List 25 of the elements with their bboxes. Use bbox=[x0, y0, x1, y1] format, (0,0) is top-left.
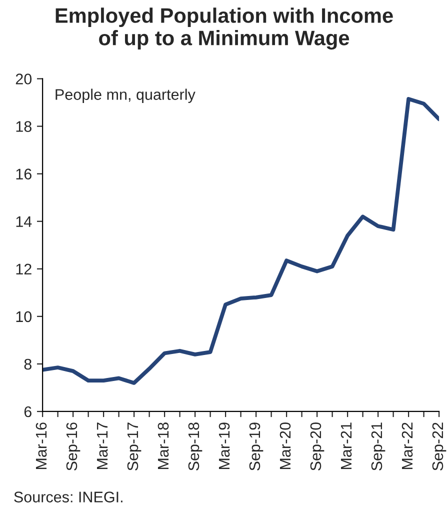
y-tick-label: 14 bbox=[16, 216, 32, 227]
x-tick-label: Sep-19 bbox=[249, 422, 264, 470]
y-tick-label: 20 bbox=[16, 74, 32, 84]
y-tick-label: 6 bbox=[24, 406, 32, 418]
chart-title: Employed Population with Income of up to a Minimum Wage bbox=[56, 8, 393, 50]
x-tick-label: Sep-18 bbox=[188, 422, 202, 470]
x-tick-label: Sep-16 bbox=[66, 422, 80, 470]
x-tick-label: Mar-17 bbox=[96, 422, 108, 470]
y-tick-label: 12 bbox=[16, 264, 32, 274]
x-tick-label: Sep-21 bbox=[371, 422, 386, 470]
source-note: Sources: INEGI. bbox=[14, 492, 122, 502]
x-tick-label: Sep-17 bbox=[127, 422, 142, 470]
y-tick-label: 8 bbox=[24, 358, 32, 370]
x-tick-label: Mar-18 bbox=[158, 422, 169, 470]
x-tick-label: Mar-21 bbox=[340, 422, 352, 470]
x-tick-label: Mar-22 bbox=[402, 422, 413, 470]
x-tick-label: Mar-20 bbox=[280, 422, 291, 470]
x-tick-label: Mar-16 bbox=[36, 422, 47, 470]
annotation: People mn, quarterly bbox=[56, 88, 196, 103]
x-tick-label: Mar-19 bbox=[218, 422, 230, 470]
y-tick-label: 16 bbox=[16, 168, 32, 180]
x-tick-label: Sep-20 bbox=[310, 422, 324, 470]
y-tick-label: 10 bbox=[16, 311, 32, 322]
x-tick-label: Sep-22 bbox=[432, 422, 446, 470]
y-tick-label: 18 bbox=[16, 121, 32, 132]
